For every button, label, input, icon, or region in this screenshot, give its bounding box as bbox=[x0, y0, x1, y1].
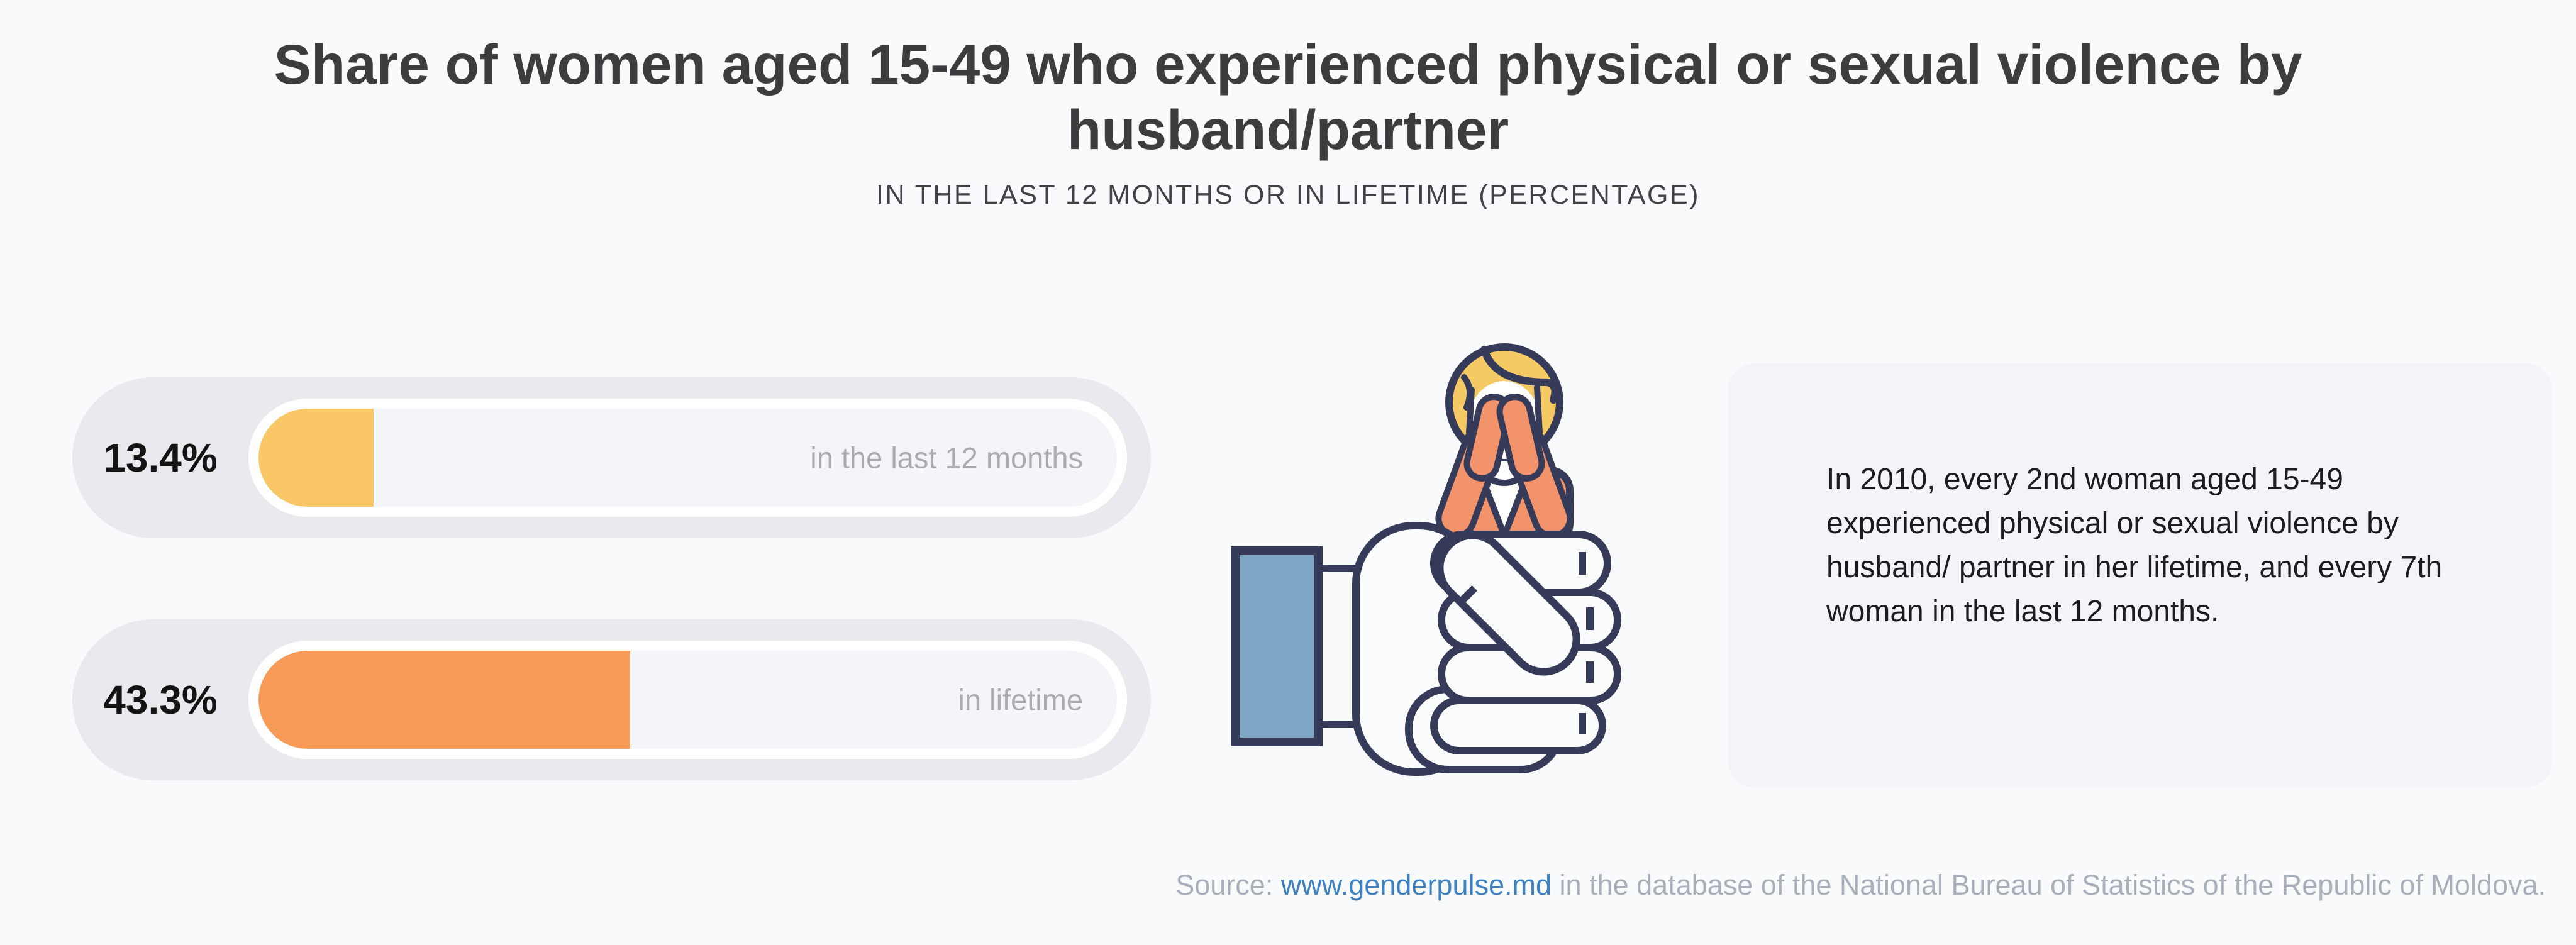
bar-fill bbox=[258, 409, 374, 507]
source-link[interactable]: www.genderpulse.md bbox=[1280, 869, 1552, 901]
sleeve bbox=[1231, 546, 1323, 746]
header: Share of women aged 15-49 who experience… bbox=[0, 31, 2576, 211]
insight-card: In 2010, every 2nd woman aged 15-49 expe… bbox=[1728, 363, 2552, 787]
bar-category-label: in lifetime bbox=[958, 683, 1083, 717]
fist-gripping-woman-illustration bbox=[1182, 314, 1685, 849]
bar-row-lifetime: 43.3% in lifetime bbox=[72, 619, 1151, 780]
page-subtitle: IN THE LAST 12 MONTHS OR IN LIFETIME (PE… bbox=[876, 180, 1700, 211]
bar-ring: in lifetime bbox=[248, 641, 1127, 759]
crying-woman bbox=[1435, 343, 1574, 547]
bar-row-last-12-months: 13.4% in the last 12 months bbox=[72, 377, 1151, 538]
page-title: Share of women aged 15-49 who experience… bbox=[274, 33, 2302, 162]
fist bbox=[1231, 522, 1621, 776]
source-label: Source: bbox=[1175, 869, 1274, 901]
bar-track bbox=[258, 409, 1117, 507]
bar-fill bbox=[258, 651, 631, 749]
source-line: Source: www.genderpulse.md in the databa… bbox=[0, 869, 2546, 902]
bar-value-label: 13.4% bbox=[103, 435, 218, 480]
fist-icon bbox=[1231, 343, 1621, 776]
bar-value-label: 43.3% bbox=[103, 677, 218, 722]
bar-ring: in the last 12 months bbox=[248, 399, 1127, 517]
bar-category-label: in the last 12 months bbox=[810, 441, 1083, 475]
insight-text: In 2010, every 2nd woman aged 15-49 expe… bbox=[1826, 463, 2443, 628]
bar-track bbox=[258, 651, 1117, 749]
source-suffix: in the database of the National Bureau o… bbox=[1559, 869, 2546, 901]
